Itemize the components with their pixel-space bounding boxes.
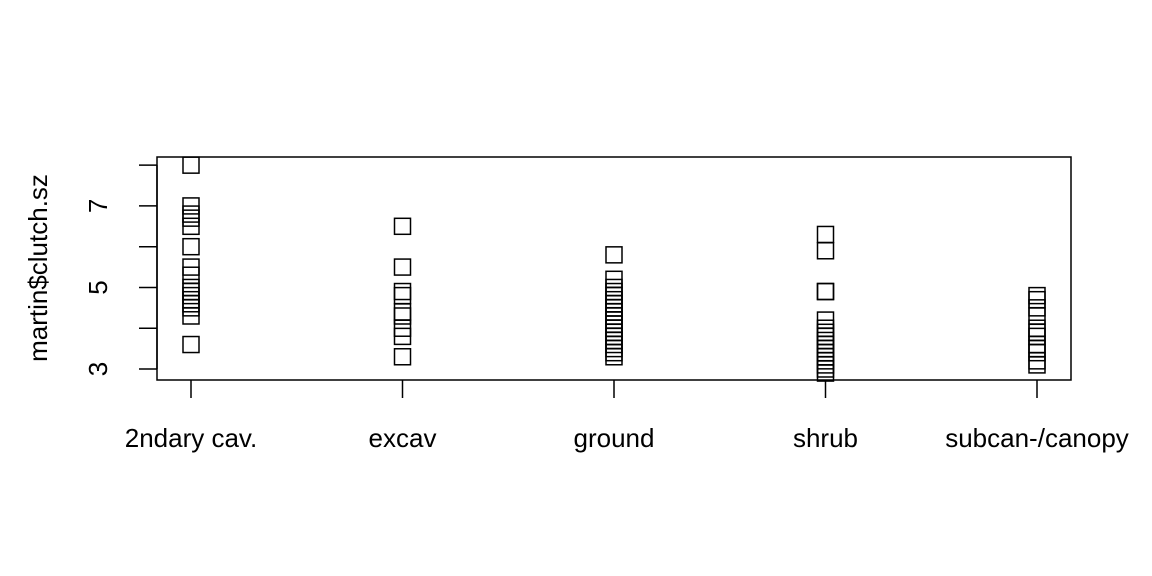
point (1028, 286, 1046, 305)
point (393, 286, 412, 305)
point (182, 217, 200, 236)
point (393, 282, 412, 301)
point (393, 327, 412, 346)
point (182, 335, 200, 354)
point (182, 156, 200, 174)
x-tick-label: excav (369, 423, 437, 453)
point (1028, 323, 1046, 342)
point (605, 348, 623, 366)
point (816, 225, 835, 244)
point (816, 364, 835, 382)
point (182, 307, 200, 325)
y-axis-label: martin$clutch.sz (23, 174, 53, 362)
point (393, 217, 412, 236)
point (393, 348, 412, 366)
point (393, 307, 412, 325)
y-tick-label: 7 (83, 199, 113, 213)
x-tick-label: 2ndary cav. (125, 423, 257, 453)
x-tick-label: subcan-/canopy (945, 423, 1129, 453)
point (1028, 356, 1046, 374)
point (605, 246, 623, 264)
point (816, 282, 835, 301)
x-tick-label: shrub (793, 423, 858, 453)
point (816, 282, 835, 301)
point (816, 242, 835, 260)
point (182, 237, 200, 256)
point (393, 258, 412, 276)
x-tick-label: ground (574, 423, 655, 453)
point (393, 303, 412, 321)
point (1028, 339, 1046, 358)
y-tick-label: 3 (83, 362, 113, 376)
y-tick-label: 5 (83, 280, 113, 294)
plot-frame (156, 156, 1072, 381)
